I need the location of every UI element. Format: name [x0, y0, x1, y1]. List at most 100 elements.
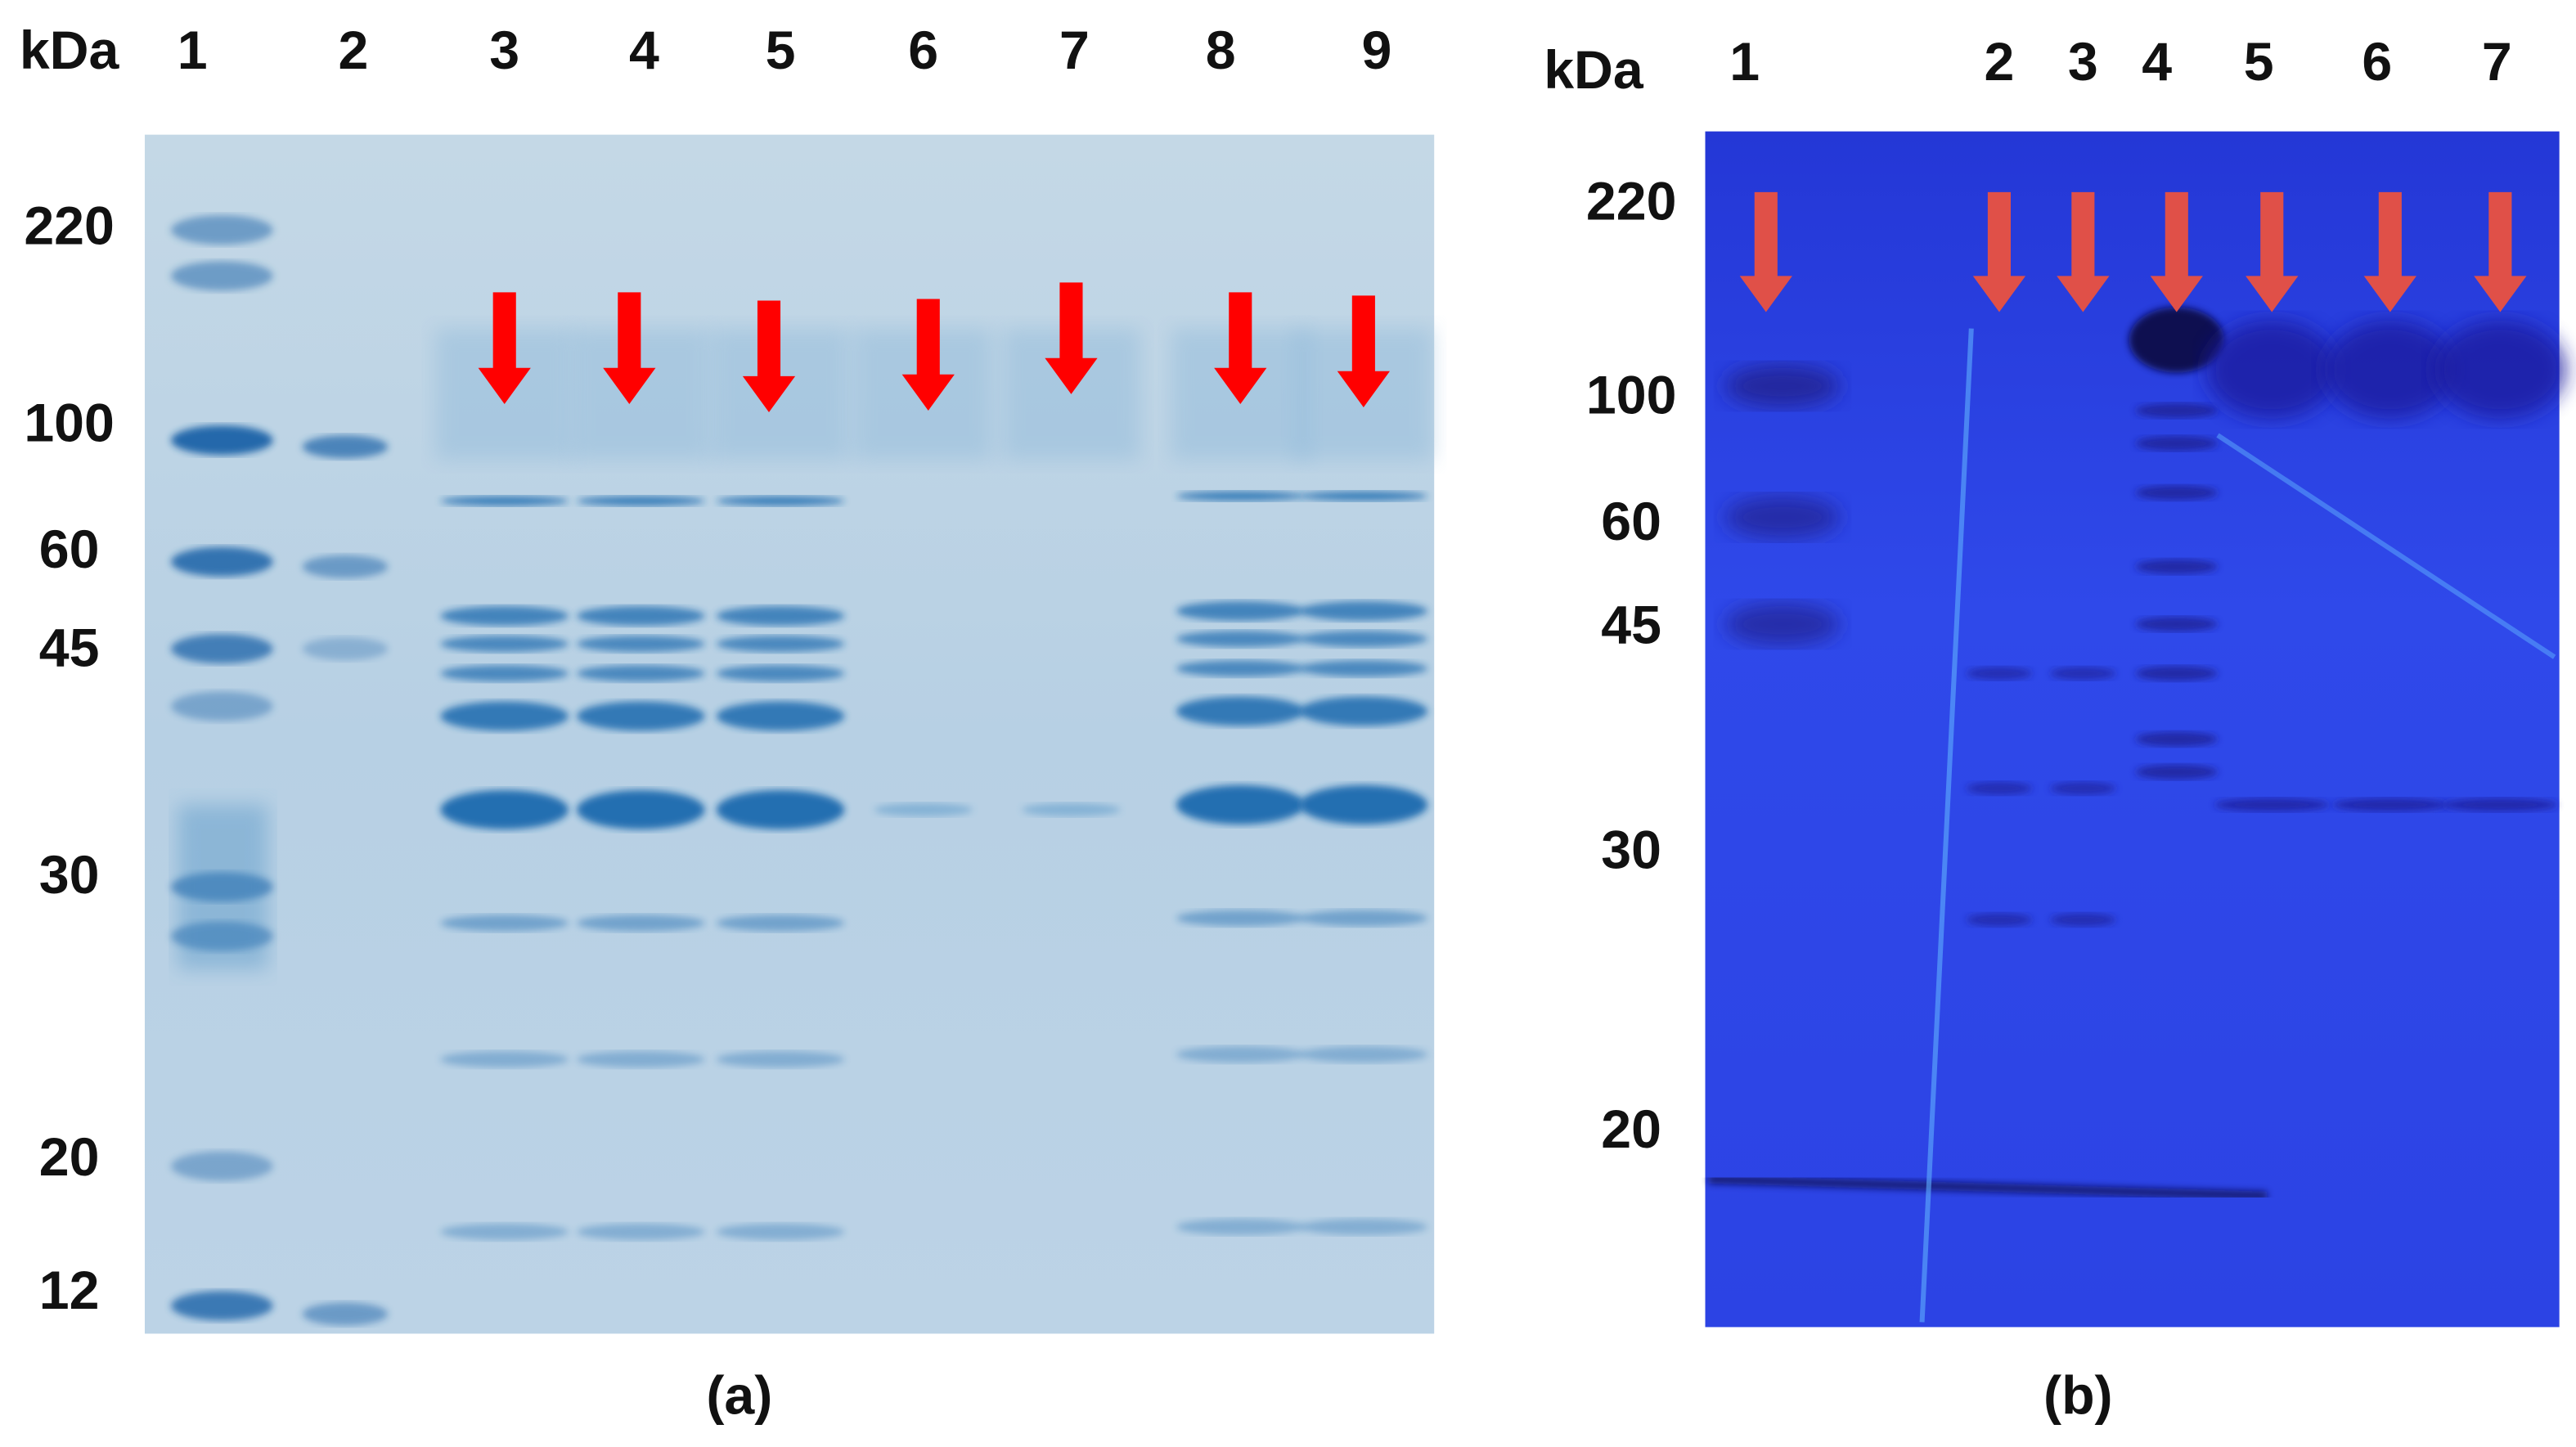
arrow [478, 292, 531, 404]
marker-label: 45 [1601, 595, 1661, 656]
lane-label: 6 [2362, 32, 2392, 92]
band [1724, 602, 1841, 646]
band [2050, 667, 2116, 681]
band [1299, 600, 1428, 622]
band [171, 546, 273, 577]
band [1724, 364, 1841, 407]
lane-label: 5 [2244, 32, 2274, 92]
band [716, 701, 845, 731]
band [1022, 802, 1121, 816]
band [440, 665, 569, 682]
band [1176, 1218, 1305, 1235]
marker-label: 100 [24, 393, 115, 454]
marker-label: 30 [1601, 820, 1661, 881]
arrow [2474, 191, 2527, 312]
bands-a [171, 215, 1433, 1326]
band [2443, 798, 2558, 811]
band [1299, 660, 1428, 677]
band [2324, 320, 2457, 420]
band [1299, 696, 1428, 726]
band [716, 1051, 845, 1068]
crack [1919, 328, 1974, 1323]
band [2050, 913, 2116, 927]
band [716, 914, 845, 932]
band [302, 435, 389, 459]
band [2205, 320, 2338, 420]
band [171, 215, 273, 245]
band [577, 605, 705, 627]
marker-label: 60 [39, 519, 100, 580]
band [1966, 913, 2033, 927]
band [716, 665, 845, 682]
crack [2216, 433, 2556, 659]
band [440, 636, 569, 653]
arrow [2150, 191, 2203, 312]
band [716, 1223, 845, 1240]
band [1176, 491, 1305, 501]
band [577, 665, 705, 682]
band [716, 605, 845, 627]
band [2135, 764, 2218, 780]
lane-label: 1 [1729, 32, 1760, 92]
arrow [1214, 292, 1267, 404]
band [874, 802, 973, 816]
band [2129, 307, 2225, 373]
arrow [1045, 282, 1098, 394]
band [716, 496, 845, 506]
arrow [603, 292, 656, 404]
arrow [1972, 191, 2026, 312]
marker-label: 12 [39, 1261, 100, 1321]
lane-label: 2 [339, 20, 369, 81]
marker-label: 20 [1601, 1099, 1661, 1160]
band [2135, 485, 2218, 501]
band [577, 636, 705, 653]
band [2050, 781, 2116, 795]
band [716, 789, 845, 830]
band [1176, 660, 1305, 677]
band [2135, 666, 2218, 681]
band [2434, 320, 2566, 420]
lane-label: 4 [629, 20, 659, 81]
lane-label: 6 [908, 20, 938, 81]
unit-label: kDa [1544, 40, 1644, 101]
band [171, 634, 273, 664]
band [302, 1302, 389, 1326]
band [2135, 402, 2218, 419]
well-smear [572, 328, 710, 461]
lane-label: 9 [1361, 20, 1391, 81]
band [1176, 910, 1305, 927]
band [1299, 491, 1428, 501]
band [1966, 781, 2033, 795]
marker-label: 20 [39, 1127, 100, 1188]
arrow [1337, 295, 1390, 407]
band [1299, 910, 1428, 927]
band [1176, 1046, 1305, 1063]
band [440, 1051, 569, 1068]
marker-label: 220 [24, 196, 115, 257]
front-line [1708, 1175, 2268, 1200]
marker-label: 30 [39, 845, 100, 905]
arrow [2363, 191, 2416, 312]
panel-caption: (b) [2043, 1365, 2113, 1426]
band [2135, 616, 2218, 632]
band [577, 496, 705, 506]
band [440, 1223, 569, 1240]
band [440, 496, 569, 506]
band [440, 789, 569, 830]
arrow [742, 300, 796, 412]
band [171, 1291, 273, 1321]
band [171, 1151, 273, 1181]
band [1724, 496, 1841, 539]
band [2332, 798, 2448, 811]
band [2135, 436, 2218, 452]
lane-label: 8 [1206, 20, 1236, 81]
band [1176, 784, 1305, 825]
band [440, 701, 569, 731]
band [440, 605, 569, 627]
band [171, 425, 273, 456]
lane-label: 2 [1985, 32, 2015, 92]
arrow [1739, 191, 1792, 312]
arrow [2057, 191, 2110, 312]
marker-label: 100 [1586, 365, 1677, 425]
